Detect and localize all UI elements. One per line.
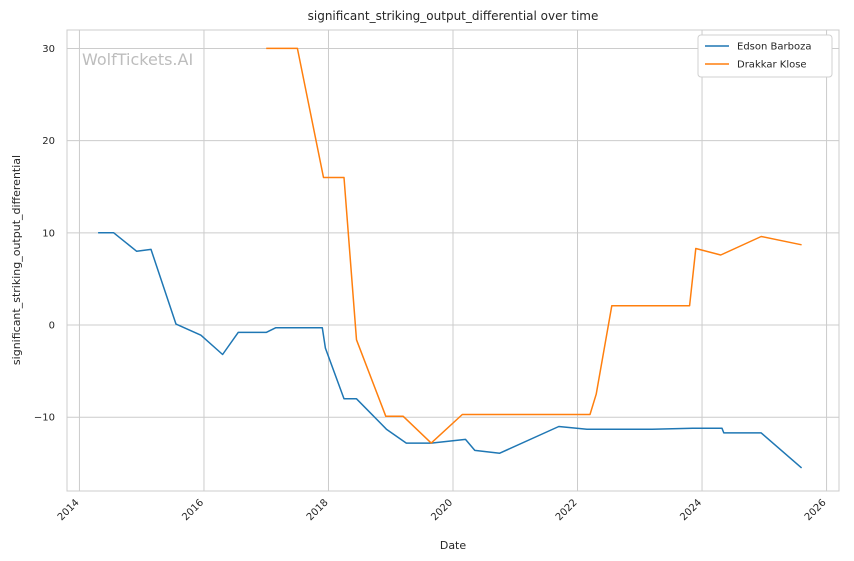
series-line-edson-barboza (98, 232, 803, 469)
legend-box (697, 34, 833, 78)
x-axis-label: Date (440, 539, 467, 552)
y-tick-label: 30 (42, 44, 55, 55)
y-axis-label: significant_striking_output_differential (10, 155, 23, 365)
y-tick-label: 10 (42, 228, 55, 239)
y-tick-label: 0 (49, 321, 55, 332)
y-axis-ticks: −10 0 10 20 30 (34, 44, 55, 424)
chart-title: significant_striking_output_differential… (308, 9, 599, 23)
legend-label-edson-barboza: Edson Barboza (737, 42, 811, 53)
plot-area-frame (66, 29, 840, 492)
series-line-drakkar-klose (266, 47, 802, 444)
gridlines (67, 30, 839, 491)
watermark: WolfTickets.AI (82, 50, 193, 69)
y-tick-label: −10 (34, 413, 55, 424)
series-lines (98, 47, 803, 469)
legend-label-drakkar-klose: Drakkar Klose (737, 60, 807, 71)
legend: Edson Barboza Drakkar Klose (697, 34, 833, 78)
y-tick-label: 20 (42, 136, 55, 147)
